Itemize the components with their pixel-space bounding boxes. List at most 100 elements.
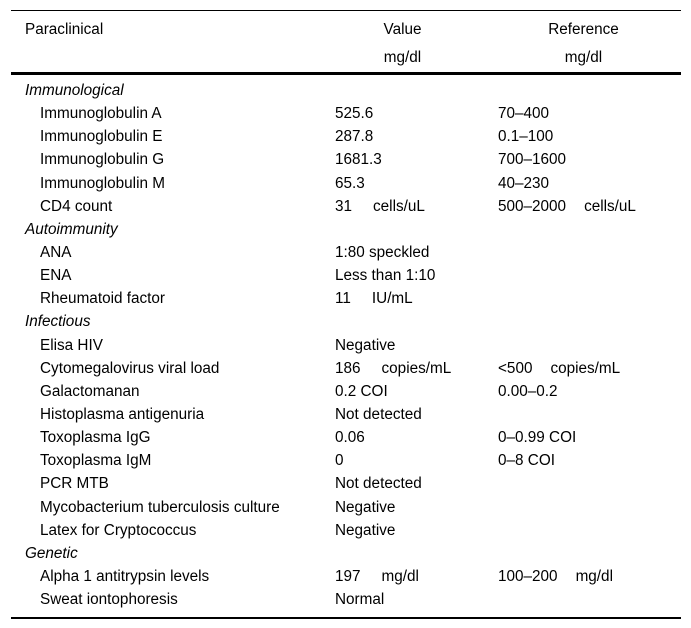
table-row: Rheumatoid factor 11 IU/mL bbox=[11, 287, 681, 310]
value-cell: 197 mg/dl bbox=[335, 565, 498, 588]
table-row: Galactomanan 0.2 COI 0.00–0.2 bbox=[11, 380, 681, 403]
reference-cell bbox=[498, 264, 681, 287]
section-title: Autoimmunity bbox=[25, 220, 118, 238]
section-row: Genetic bbox=[11, 542, 681, 565]
column-header-spacer bbox=[11, 44, 335, 72]
parameter-name: Immunoglobulin A bbox=[40, 105, 162, 123]
value-cell: 186 copies/mL bbox=[335, 357, 498, 380]
reference-unit: mg/dl bbox=[575, 567, 613, 585]
value-cell: 31 cells/uL bbox=[335, 195, 498, 218]
reference-cell: <500 copies/mL bbox=[498, 357, 681, 380]
table-row: Cytomegalovirus viral load 186 copies/mL … bbox=[11, 357, 681, 380]
table-row: Toxoplasma IgM 0 0–8 COI bbox=[11, 449, 681, 472]
value-number: 11 bbox=[335, 290, 351, 308]
column-header-paraclinical: Paraclinical bbox=[25, 21, 104, 38]
reference-cell bbox=[498, 287, 681, 310]
section-title: Infectious bbox=[25, 313, 91, 331]
value-cell: 287.8 bbox=[335, 125, 498, 148]
value-cell: 0 bbox=[335, 449, 498, 472]
table-row: ENA Less than 1:10 bbox=[11, 264, 681, 287]
parameter-name: CD4 count bbox=[40, 197, 113, 215]
value-number: 1:80 speckled bbox=[335, 243, 430, 261]
reference-unit: copies/mL bbox=[550, 359, 621, 377]
value-number: 287.8 bbox=[335, 128, 374, 146]
value-number: Normal bbox=[335, 591, 385, 609]
paraclinical-table: Paraclinical Value Reference mg/dl mg/dl… bbox=[11, 10, 681, 620]
reference-cell bbox=[498, 334, 681, 357]
value-unit: mg/dl bbox=[381, 567, 419, 585]
value-number: 1681.3 bbox=[335, 151, 382, 169]
table-row: Immunoglobulin E 287.8 0.1–100 bbox=[11, 125, 681, 148]
reference-cell: 40–230 bbox=[498, 172, 681, 195]
value-number: Not detected bbox=[335, 475, 422, 493]
column-header-reference-unit: mg/dl bbox=[564, 49, 603, 66]
parameter-name: Galactomanan bbox=[40, 382, 140, 400]
value-cell: 1:80 speckled bbox=[335, 241, 498, 264]
table-row: CD4 count 31 cells/uL 500–2000 cells/uL bbox=[11, 195, 681, 218]
reference-cell: 0.00–0.2 bbox=[498, 380, 681, 403]
value-cell: 11 IU/mL bbox=[335, 287, 498, 310]
table-row: ANA 1:80 speckled bbox=[11, 241, 681, 264]
parameter-name: ANA bbox=[40, 243, 72, 261]
value-cell: 65.3 bbox=[335, 172, 498, 195]
value-number: Negative bbox=[335, 336, 396, 354]
value-number: 525.6 bbox=[335, 105, 374, 123]
reference-range: 0.00–0.2 bbox=[498, 382, 558, 400]
parameter-name: Latex for Cryptococcus bbox=[40, 521, 197, 539]
reference-range: 0–0.99 COI bbox=[498, 429, 577, 447]
section-title: Genetic bbox=[25, 544, 78, 562]
table-row: Toxoplasma IgG 0.06 0–0.99 COI bbox=[11, 426, 681, 449]
value-cell: Less than 1:10 bbox=[335, 264, 498, 287]
value-number: Negative bbox=[335, 521, 396, 539]
value-cell: Negative bbox=[335, 519, 498, 542]
value-cell: 525.6 bbox=[335, 102, 498, 125]
parameter-name: Alpha 1 antitrypsin levels bbox=[40, 567, 210, 585]
reference-cell bbox=[498, 496, 681, 519]
value-cell: Negative bbox=[335, 334, 498, 357]
reference-cell: 0.1–100 bbox=[498, 125, 681, 148]
reference-range: 0–8 COI bbox=[498, 452, 555, 470]
parameter-name: Immunoglobulin G bbox=[40, 151, 165, 169]
section-row: Autoimmunity bbox=[11, 218, 681, 241]
reference-cell bbox=[498, 241, 681, 264]
table-row: Immunoglobulin A 525.6 70–400 bbox=[11, 102, 681, 125]
reference-cell bbox=[498, 588, 681, 611]
table-row: Latex for Cryptococcus Negative bbox=[11, 519, 681, 542]
table-row: Immunoglobulin G 1681.3 700–1600 bbox=[11, 148, 681, 171]
reference-range: 40–230 bbox=[498, 174, 550, 192]
value-number: 0.2 COI bbox=[335, 382, 388, 400]
parameter-name: PCR MTB bbox=[40, 475, 109, 493]
reference-range: 700–1600 bbox=[498, 151, 567, 169]
value-cell: 0.2 COI bbox=[335, 380, 498, 403]
table-row: PCR MTB Not detected bbox=[11, 472, 681, 495]
parameter-name: Immunoglobulin E bbox=[40, 128, 163, 146]
table-row: Mycobacterium tuberculosis culture Negat… bbox=[11, 496, 681, 519]
column-header-value: Value bbox=[383, 21, 422, 38]
value-cell: Not detected bbox=[335, 472, 498, 495]
value-cell: Not detected bbox=[335, 403, 498, 426]
parameter-name: Toxoplasma IgM bbox=[40, 452, 152, 470]
value-cell: Negative bbox=[335, 496, 498, 519]
reference-cell bbox=[498, 472, 681, 495]
parameter-name: Elisa HIV bbox=[40, 336, 103, 354]
section-row: Infectious bbox=[11, 310, 681, 333]
table-row: Elisa HIV Negative bbox=[11, 334, 681, 357]
table-row: Immunoglobulin M 65.3 40–230 bbox=[11, 172, 681, 195]
reference-cell: 500–2000 cells/uL bbox=[498, 195, 681, 218]
value-unit: IU/mL bbox=[371, 290, 413, 308]
value-unit: cells/uL bbox=[373, 197, 425, 215]
value-unit: copies/mL bbox=[381, 359, 452, 377]
reference-cell: 700–1600 bbox=[498, 148, 681, 171]
value-number: Not detected bbox=[335, 405, 422, 423]
parameter-name: Sweat iontophoresis bbox=[40, 591, 178, 609]
value-number: Negative bbox=[335, 498, 396, 516]
parameter-name: Immunoglobulin M bbox=[40, 174, 165, 192]
value-number: 0.06 bbox=[335, 429, 365, 447]
reference-unit: cells/uL bbox=[584, 197, 636, 215]
reference-cell: 100–200 mg/dl bbox=[498, 565, 681, 588]
column-header-value-unit: mg/dl bbox=[383, 49, 422, 66]
reference-cell bbox=[498, 519, 681, 542]
value-number: 186 bbox=[335, 359, 361, 377]
reference-range: 0.1–100 bbox=[498, 128, 554, 146]
